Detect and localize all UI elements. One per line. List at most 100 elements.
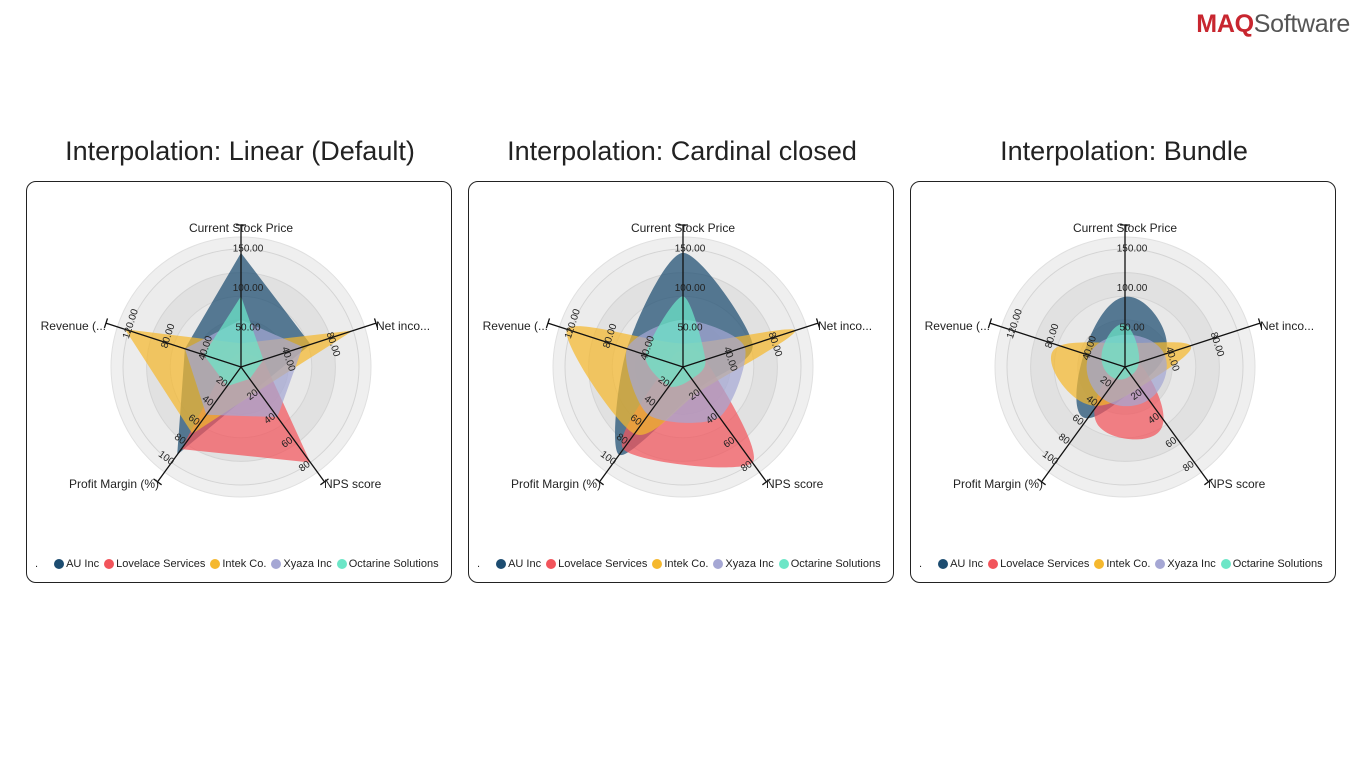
chart-title-cardinal: Interpolation: Cardinal closed [507, 136, 857, 166]
legend-label: AU Inc [508, 558, 542, 570]
legend-item-xyaza-inc[interactable]: Xyaza Inc [1155, 558, 1216, 570]
radar-tick-label: 50.00 [677, 322, 702, 333]
legend-item-intek-co[interactable]: Intek Co. [210, 558, 266, 570]
legend-swatch [104, 559, 115, 569]
legend-item-intek-co[interactable]: Intek Co. [1094, 558, 1150, 570]
legend-marker: . [477, 558, 481, 570]
radar-axis-cap [1204, 478, 1213, 486]
legend-item-lovelace-services[interactable]: Lovelace Services [546, 558, 647, 570]
radar-axis-cap [1037, 478, 1046, 486]
radar-chart-panel-cardinal: 50.00 100.00 150.00 Current Stock Price 40.0… [468, 181, 894, 583]
radar-axis-line [598, 366, 684, 483]
legend-swatch [54, 559, 65, 569]
radar-axis-label: Revenue (... [925, 319, 990, 333]
legend-item-octarine-solutions[interactable]: Octarine Solutions [778, 558, 881, 570]
legend-label: Octarine Solutions [1232, 558, 1323, 570]
radar-axis-label: Current Stock Price [631, 221, 735, 235]
radar-tick-label: 150.00 [675, 244, 706, 255]
radar-axis-label: Revenue (... [41, 319, 106, 333]
legend-label: AU Inc [66, 558, 100, 570]
legend-swatch [988, 559, 999, 569]
legend-item-xyaza-inc[interactable]: Xyaza Inc [713, 558, 774, 570]
radar-axis-label: NPS score [1208, 477, 1266, 491]
radar-axis-line [156, 366, 242, 483]
legend-label: Intek Co. [222, 558, 267, 570]
legend-label: Lovelace Services [558, 558, 648, 570]
radar-tick-label: 100.00 [233, 283, 264, 294]
radar-chart-panel-linear: 50.00 100.00 150.00 Current Stock Price 40.0… [26, 181, 452, 583]
legend-label: Intek Co. [664, 558, 709, 570]
chart-title-bundle: Interpolation: Bundle [1000, 136, 1248, 166]
legend-label: AU Inc [950, 558, 984, 570]
legend-label: Xyaza Inc [725, 558, 774, 570]
radar-axis-line [547, 322, 684, 368]
legend-swatch [336, 559, 347, 569]
legend-swatch [546, 559, 557, 569]
legend-label: Xyaza Inc [283, 558, 332, 570]
legend-item-xyaza-inc[interactable]: Xyaza Inc [271, 558, 332, 570]
maq-software-logo: MAQSoftware [1196, 10, 1350, 39]
legend-item-au-inc[interactable]: AU Inc [54, 558, 99, 570]
legend-label: Lovelace Services [1000, 558, 1090, 570]
legend-item-lovelace-services[interactable]: Lovelace Services [988, 558, 1089, 570]
radar-axis-label: NPS score [324, 477, 382, 491]
radar-axis-cap [153, 478, 162, 486]
radar-axis-label: Revenue (... [483, 319, 548, 333]
radar-axis-label: Net inco... [376, 319, 430, 333]
radar-axis-cap [815, 318, 821, 329]
radar-axis-line [682, 322, 819, 368]
radar-axis-cap [1257, 318, 1263, 329]
radar-tick-label: 100.00 [1117, 283, 1148, 294]
radar-axis-cap [320, 478, 329, 486]
legend-item-octarine-solutions[interactable]: Octarine Solutions [336, 558, 439, 570]
logo-rest: Software [1253, 10, 1351, 38]
legend-label: Lovelace Services [116, 558, 206, 570]
radar-axis-label: Profit Margin (%) [511, 477, 601, 491]
legend-swatch [210, 559, 221, 569]
radar-axis-cap [373, 318, 379, 329]
radar-axis-line [1040, 366, 1126, 483]
legend-swatch [778, 559, 789, 569]
radar-tick-label: 50.00 [1119, 322, 1144, 333]
legend-item-intek-co[interactable]: Intek Co. [652, 558, 708, 570]
radar-axis-line [240, 322, 377, 368]
radar-area-octarine-solutions [203, 296, 264, 387]
radar-axis-line [682, 366, 768, 483]
legend-swatch [1094, 559, 1105, 569]
legend-label: Intek Co. [1106, 558, 1151, 570]
legend-label: Octarine Solutions [790, 558, 881, 570]
radar-axis-line [1124, 366, 1210, 483]
legend-item-au-inc[interactable]: AU Inc [938, 558, 983, 570]
radar-axis-cap [595, 478, 604, 486]
legend-swatch [938, 559, 949, 569]
radar-axis-label: Net inco... [818, 319, 872, 333]
legend-item-au-inc[interactable]: AU Inc [496, 558, 541, 570]
radar-axis-label: NPS score [766, 477, 824, 491]
radar-axis-label: Net inco... [1260, 319, 1314, 333]
radar-series-group [125, 252, 354, 463]
radar-axis-cap [103, 318, 109, 329]
legend-swatch [496, 559, 507, 569]
legend: . AU Inc Lovelace Services Intek Co. Xya… [477, 558, 886, 570]
legend-swatch [652, 559, 663, 569]
legend-swatch [1155, 559, 1166, 569]
legend-marker: . [35, 558, 39, 570]
legend-swatch [271, 559, 282, 569]
radar-axis-line [989, 322, 1126, 368]
legend-item-lovelace-services[interactable]: Lovelace Services [104, 558, 205, 570]
legend-label: Xyaza Inc [1167, 558, 1216, 570]
radar-series-group [1050, 296, 1192, 440]
legend-swatch [713, 559, 724, 569]
legend: . AU Inc Lovelace Services Intek Co. Xya… [919, 558, 1328, 570]
legend-label: Octarine Solutions [348, 558, 439, 570]
radar-tick-label: 150.00 [233, 244, 264, 255]
radar-tick-label: 100.00 [675, 283, 706, 294]
radar-axis-cap [762, 478, 771, 486]
legend-marker: . [919, 558, 923, 570]
radar-axis-label: Profit Margin (%) [953, 477, 1043, 491]
legend-item-octarine-solutions[interactable]: Octarine Solutions [1220, 558, 1323, 570]
radar-chart-panel-bundle: 50.00 100.00 150.00 Current Stock Price 40.0… [910, 181, 1336, 583]
